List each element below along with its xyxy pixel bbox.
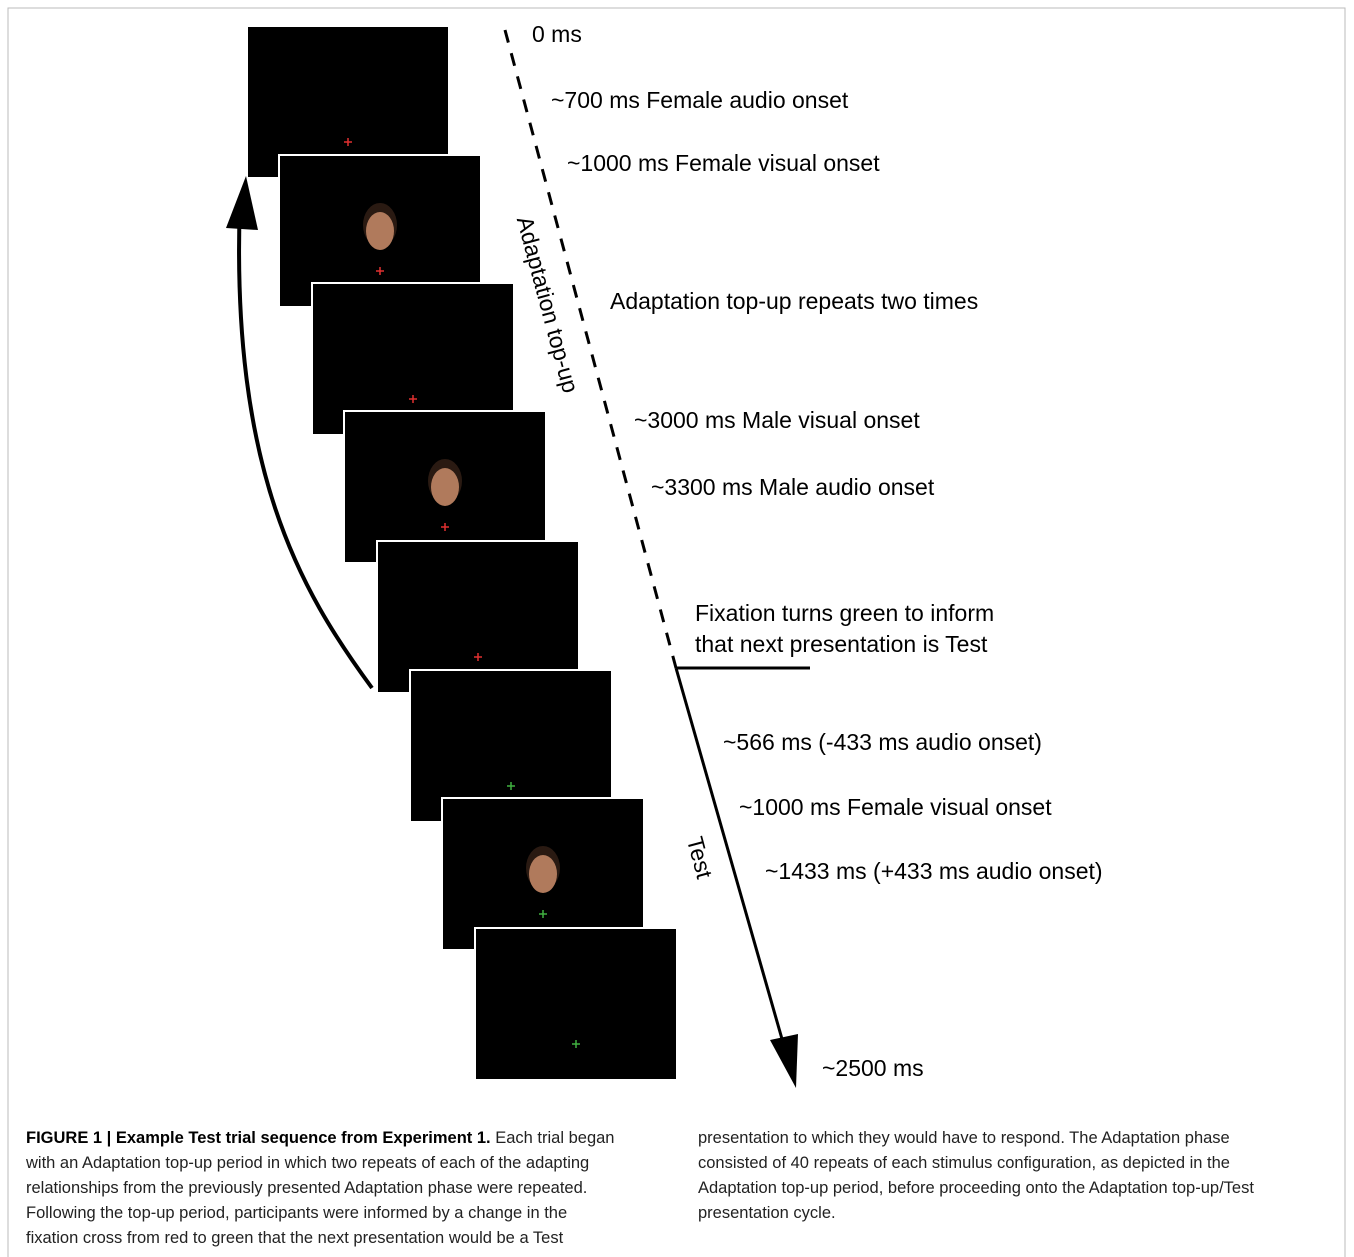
arrowhead — [770, 1034, 798, 1088]
label: Fixation turns green to inform — [695, 600, 994, 626]
label: ~566 ms (-433 ms audio onset) — [723, 729, 1042, 755]
loop-arrowhead — [226, 176, 258, 230]
label: ~3300 ms Male audio onset — [651, 474, 935, 500]
caption-title: FIGURE 1 | Example Test trial sequence f… — [26, 1129, 491, 1147]
label: ~3000 ms Male visual onset — [634, 407, 920, 433]
face — [431, 468, 459, 506]
label: Adaptation top-up repeats two times — [610, 288, 978, 314]
label: ~1000 ms Female visual onset — [567, 150, 880, 176]
label: ~700 ms Female audio onset — [551, 87, 849, 113]
screen — [475, 928, 677, 1080]
label: 0 ms — [532, 21, 582, 47]
label: ~2500 ms — [822, 1055, 924, 1081]
figure: 0 ms ~700 ms Female audio onset ~1000 ms… — [0, 0, 1354, 1257]
screens — [247, 26, 677, 1080]
label: ~1000 ms Female visual onset — [739, 794, 1052, 820]
label: ~1433 ms (+433 ms audio onset) — [765, 858, 1103, 884]
page: 0 ms ~700 ms Female audio onset ~1000 ms… — [0, 0, 1354, 1257]
caption: FIGURE 1 | Example Test trial sequence f… — [26, 1126, 1290, 1252]
label: that next presentation is Test — [695, 631, 988, 657]
face — [366, 212, 394, 250]
phase-label: Adaptation top-up — [512, 213, 584, 395]
face — [529, 855, 557, 893]
phase-label: Test — [682, 834, 718, 882]
